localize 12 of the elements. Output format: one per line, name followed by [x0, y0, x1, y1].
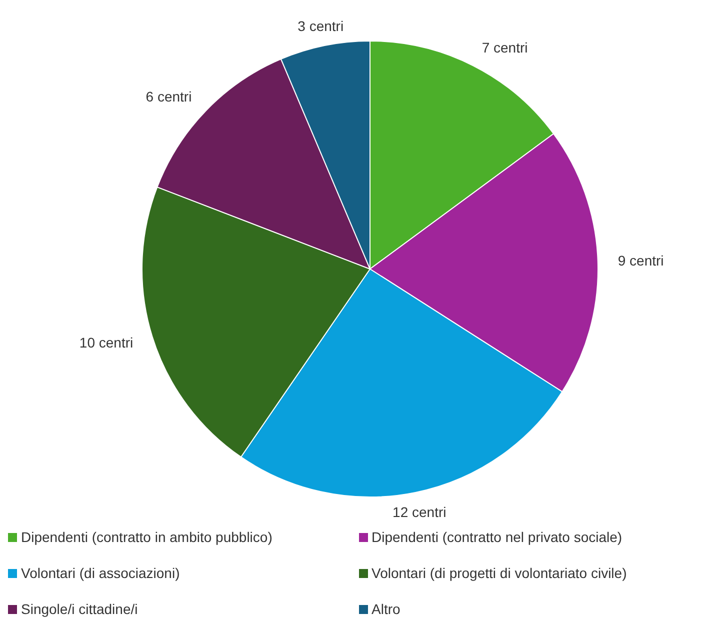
data-label: 6 centri [146, 88, 192, 105]
data-label: 12 centri [392, 504, 446, 520]
legend-label: Dipendenti (contratto in ambito pubblico) [21, 529, 272, 545]
legend-label: Singole/i cittadine/i [21, 601, 138, 617]
legend-label: Dipendenti (contratto nel privato sociale) [372, 529, 622, 545]
data-label: 9 centri [618, 252, 664, 269]
data-label: 10 centri [79, 334, 134, 350]
legend-label: Volontari (di progetti di volontariato civile) [372, 565, 627, 581]
legend-label: Altro [372, 601, 400, 617]
data-label: 3 centri [298, 18, 344, 34]
data-label: 7 centri [482, 40, 528, 56]
legend-label: Volontari (di associazioni) [21, 565, 180, 581]
